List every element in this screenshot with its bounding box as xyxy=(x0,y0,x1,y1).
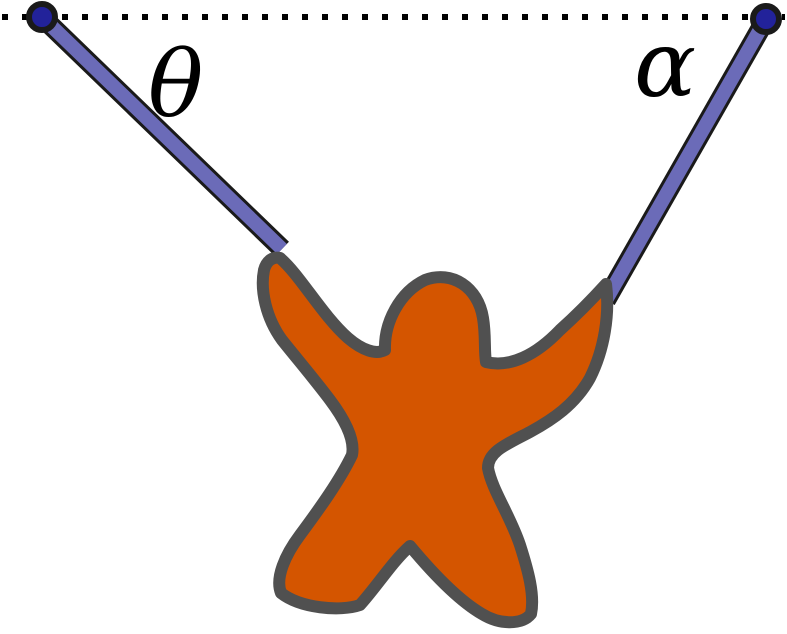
left-rope xyxy=(37,11,287,255)
hanging-figure xyxy=(256,251,614,629)
left-pivot-point xyxy=(26,1,58,33)
right-rope xyxy=(599,15,773,304)
angle-alpha-label: α xyxy=(634,11,696,118)
right-pivot-point xyxy=(750,3,782,35)
angle-theta-label: θ xyxy=(148,31,203,138)
